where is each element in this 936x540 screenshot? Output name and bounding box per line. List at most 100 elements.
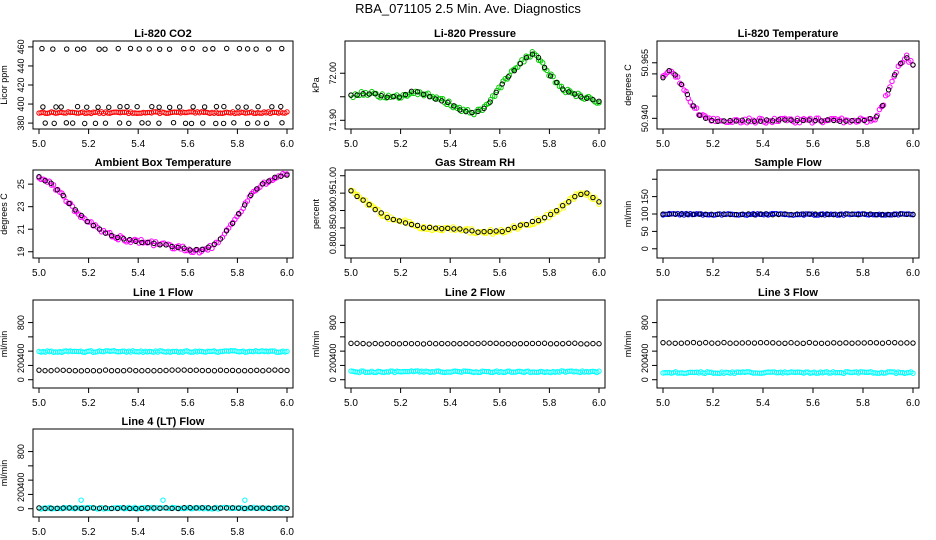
- y-tick-label: 100: [640, 206, 650, 221]
- data-point: [487, 228, 493, 235]
- data-point: [402, 340, 409, 347]
- data-point: [78, 212, 85, 219]
- data-point: [157, 242, 163, 248]
- data-point: [849, 340, 855, 346]
- x-tick-label: 6.0: [906, 398, 920, 409]
- data-point: [235, 104, 241, 110]
- y-tick-label: 200: [16, 487, 26, 502]
- data-point: [220, 120, 227, 127]
- data-point: [120, 368, 127, 374]
- data-point: [566, 199, 572, 205]
- data-point: [133, 505, 139, 512]
- data-point: [146, 46, 152, 52]
- data-point: [190, 104, 196, 110]
- data-point: [690, 211, 697, 217]
- data-point: [244, 120, 251, 127]
- data-point: [279, 45, 285, 52]
- x-tick-label: 5.2: [82, 268, 96, 279]
- data-point: [892, 211, 898, 218]
- data-point: [540, 60, 546, 66]
- data-point: [223, 505, 230, 511]
- data-point: [156, 46, 163, 52]
- data-point: [187, 367, 193, 374]
- data-point: [879, 340, 886, 346]
- data-point: [211, 505, 218, 511]
- x-tick-label: 5.4: [131, 139, 145, 150]
- plot-frame: [656, 299, 920, 389]
- data-point: [255, 104, 261, 110]
- data-point: [90, 505, 97, 511]
- data-point: [120, 505, 127, 511]
- data-point: [78, 505, 85, 512]
- data-point: [812, 340, 819, 346]
- data-point: [831, 211, 837, 218]
- x-tick-label: 5.0: [32, 398, 46, 409]
- y-tick-label: 21: [16, 224, 26, 234]
- data-point: [36, 367, 42, 373]
- panel-10: Line 4 (LT) Flow ml/min 5.0 5.2 5.4 5.6 5.8 6.0…: [0, 416, 294, 538]
- data-point: [690, 339, 697, 346]
- x-tick-label: 5.4: [756, 139, 770, 150]
- data-point: [571, 196, 577, 202]
- data-point: [263, 120, 270, 126]
- data-point: [523, 221, 530, 228]
- data-point: [360, 197, 366, 203]
- data-point: [824, 117, 830, 124]
- series-dense: [36, 109, 290, 117]
- x-tick-label: 6.0: [280, 268, 294, 279]
- data-point: [114, 367, 121, 374]
- data-point: [92, 120, 99, 127]
- data-point: [550, 73, 556, 80]
- data-point: [202, 46, 208, 52]
- data-point: [205, 244, 212, 250]
- data-point: [475, 340, 481, 347]
- x-tick-label: 5.8: [856, 398, 870, 409]
- data-point: [201, 104, 208, 110]
- data-point: [806, 339, 813, 346]
- data-point: [904, 211, 910, 218]
- data-point: [788, 340, 794, 346]
- data-point: [721, 339, 727, 346]
- x-tick-label: 5.6: [493, 139, 507, 150]
- data-point: [145, 120, 151, 126]
- data-point: [124, 103, 130, 110]
- data-point: [818, 118, 825, 124]
- data-point: [776, 117, 782, 123]
- y-tick-label: 150: [640, 189, 650, 204]
- data-point: [715, 340, 721, 346]
- data-point: [72, 368, 78, 374]
- data-point: [457, 107, 463, 113]
- data-point: [763, 117, 770, 123]
- series-dense: [348, 187, 602, 237]
- data-point: [547, 341, 554, 347]
- data-point: [224, 45, 230, 52]
- data-point: [284, 367, 290, 374]
- data-point: [493, 340, 499, 346]
- data-point: [169, 243, 175, 250]
- data-point: [831, 117, 837, 124]
- x-tick-label: 5.6: [181, 398, 195, 409]
- data-point: [139, 505, 145, 512]
- data-point: [843, 118, 849, 124]
- data-point: [855, 117, 861, 124]
- data-point: [255, 120, 261, 126]
- panel-title: Li-820 Pressure: [434, 28, 516, 40]
- data-point: [824, 211, 831, 218]
- data-point: [867, 340, 874, 346]
- data-point: [63, 120, 70, 126]
- y-tick-label: 460: [16, 39, 26, 54]
- data-point: [66, 367, 72, 374]
- data-point: [666, 67, 672, 74]
- data-point: [157, 505, 163, 511]
- data-point: [396, 94, 403, 100]
- data-point: [849, 211, 855, 217]
- data-point: [360, 340, 366, 347]
- data-point: [751, 118, 758, 124]
- data-point: [54, 187, 60, 193]
- data-point: [506, 72, 513, 79]
- data-point: [529, 51, 536, 57]
- x-tick-label: 5.0: [344, 268, 358, 279]
- data-point: [672, 72, 678, 78]
- data-point: [885, 211, 892, 218]
- y-tick-label: 0.80: [328, 237, 338, 255]
